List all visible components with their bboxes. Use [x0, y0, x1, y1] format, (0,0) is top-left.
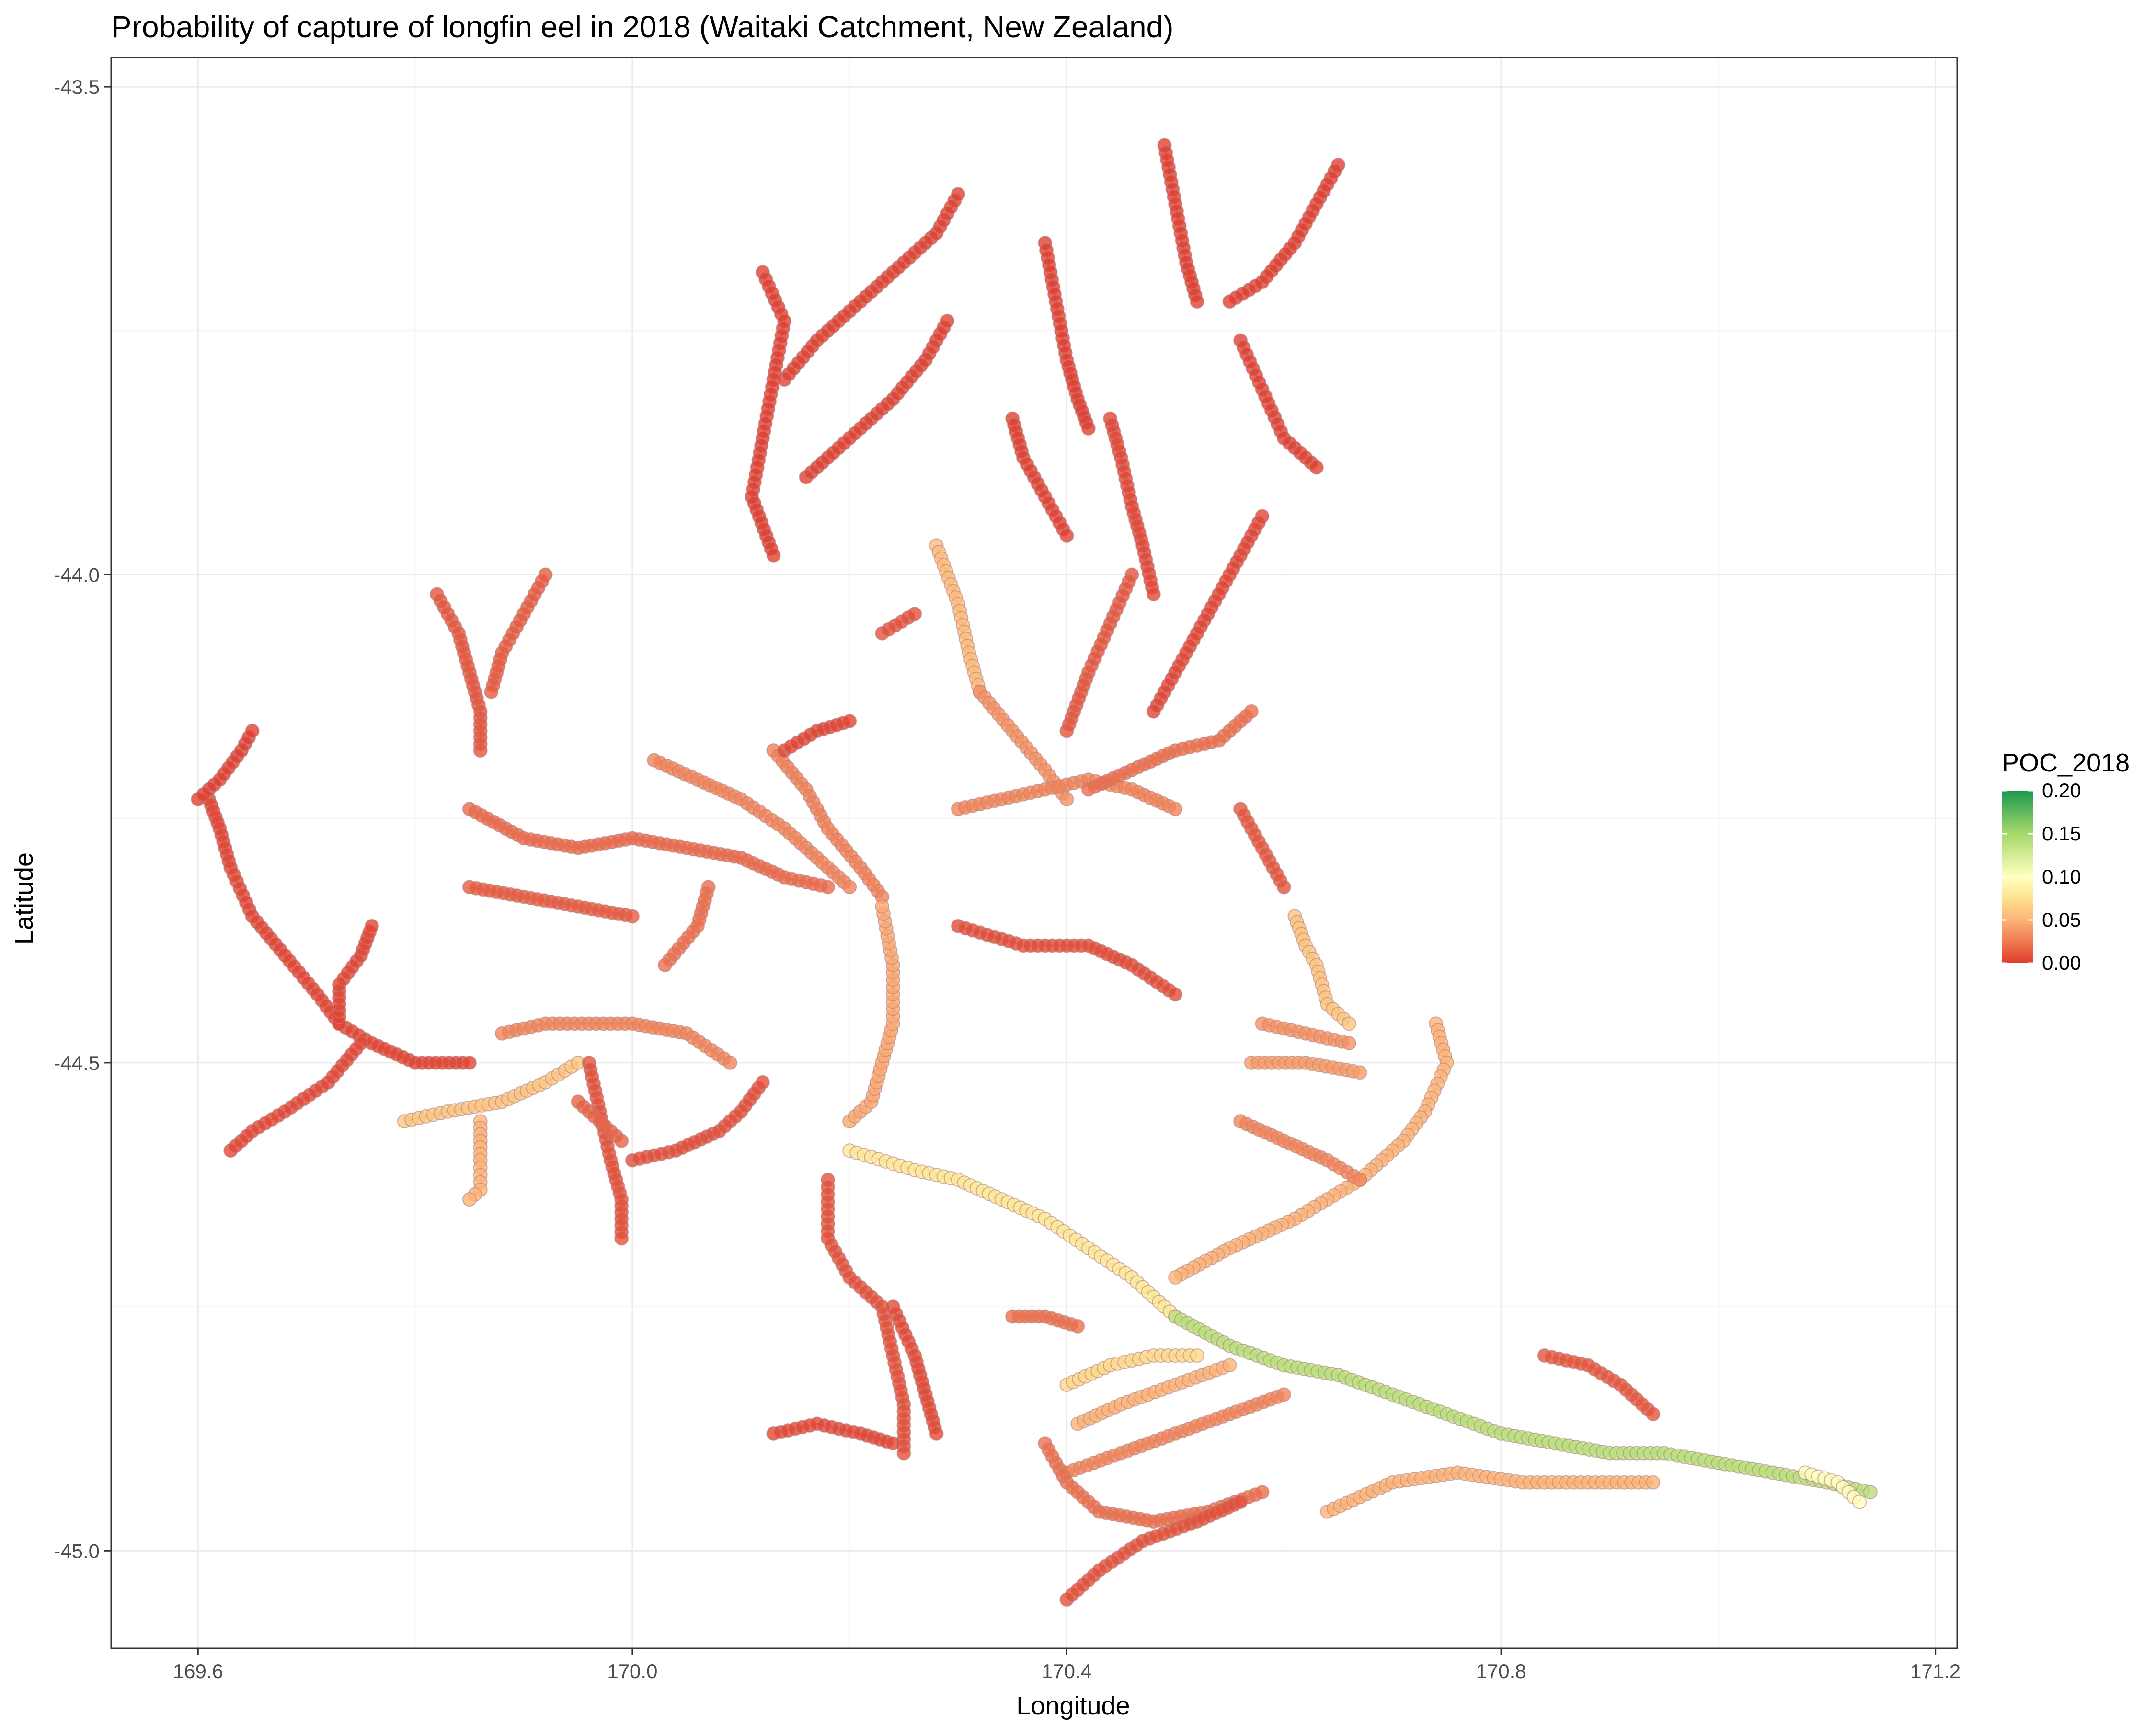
data-point: [885, 1436, 900, 1451]
x-axis: 169.6 170.0 170.4 170.8 171.2: [173, 1648, 1961, 1682]
legend: POC_2018 0.00 0.05 0.10 0.15 0.20: [2002, 748, 2130, 974]
data-point: [951, 187, 965, 202]
data-point: [1233, 1495, 1248, 1509]
legend-label: 0.15: [2042, 822, 2081, 845]
data-point: [929, 1426, 944, 1441]
legend-label: 0.20: [2042, 779, 2081, 802]
data-point: [1190, 1348, 1204, 1363]
data-point: [842, 880, 857, 895]
x-tick-label: 171.2: [1910, 1660, 1961, 1682]
data-point: [1168, 987, 1183, 1002]
data-point: [1353, 1173, 1367, 1187]
legend-label: 0.10: [2042, 865, 2081, 888]
chart-title: Probability of capture of longfin eel in…: [111, 10, 1173, 44]
x-tick-label: 170.4: [1042, 1660, 1092, 1682]
data-point: [842, 714, 857, 728]
data-point: [1222, 1358, 1237, 1373]
data-point: [1342, 1016, 1356, 1031]
data-point: [1168, 802, 1183, 816]
x-axis-title: Longitude: [1016, 1691, 1130, 1720]
data-point: [614, 1133, 629, 1148]
data-point: [722, 1055, 737, 1070]
data-point: [1255, 1485, 1270, 1500]
data-point: [365, 919, 379, 933]
data-point: [907, 607, 922, 621]
data-point: [1353, 1065, 1367, 1080]
data-point: [1059, 724, 1074, 738]
data-point: [245, 724, 260, 738]
y-axis-title: Latitude: [10, 852, 38, 944]
data-point: [940, 313, 955, 328]
y-tick-label: -43.5: [54, 76, 100, 98]
data-point: [223, 1143, 238, 1158]
data-point: [896, 1446, 911, 1460]
data-point: [1276, 1387, 1291, 1402]
grid: [111, 58, 1957, 1648]
data-point: [1276, 880, 1291, 895]
x-tick-label: 170.0: [607, 1660, 657, 1682]
data-point: [1222, 294, 1237, 309]
data-point: [1863, 1485, 1878, 1500]
data-point: [614, 1231, 629, 1246]
data-point: [1070, 1319, 1085, 1334]
data-point: [1342, 1036, 1356, 1051]
legend-title: POC_2018: [2002, 748, 2130, 777]
data-point: [625, 909, 640, 924]
data-points: [191, 138, 1878, 1607]
y-axis: -43.5 -44.0 -44.5 -45.0: [54, 76, 111, 1562]
data-point: [1244, 704, 1259, 719]
data-point: [484, 684, 499, 699]
legend-ticks: 0.00 0.05 0.10 0.15 0.20: [2002, 779, 2081, 974]
data-point: [755, 1075, 770, 1090]
data-point: [1059, 529, 1074, 543]
legend-label: 0.05: [2042, 908, 2081, 931]
data-point: [1059, 792, 1074, 806]
data-point: [462, 1055, 477, 1070]
data-point: [1852, 1495, 1867, 1509]
y-tick-label: -45.0: [54, 1540, 100, 1562]
data-point: [462, 1192, 477, 1207]
y-tick-label: -44.0: [54, 564, 100, 586]
data-point: [875, 899, 890, 914]
panel-border: [110, 57, 1958, 1649]
network-segment: [849, 1150, 1176, 1317]
y-tick-label: -44.5: [54, 1052, 100, 1074]
data-point: [1646, 1407, 1661, 1422]
x-tick-label: 169.6: [173, 1660, 223, 1682]
data-point: [1646, 1475, 1661, 1490]
legend-label: 0.00: [2042, 952, 2081, 974]
data-point: [657, 958, 672, 973]
data-point: [473, 743, 488, 758]
data-point: [1168, 1270, 1183, 1285]
x-tick-label: 170.8: [1476, 1660, 1526, 1682]
data-point: [1309, 460, 1324, 475]
data-point: [1081, 421, 1096, 436]
data-point: [1190, 294, 1204, 309]
data-point: [820, 880, 835, 895]
data-point: [766, 548, 781, 563]
data-point: [1146, 587, 1161, 602]
data-point: [1146, 704, 1161, 719]
